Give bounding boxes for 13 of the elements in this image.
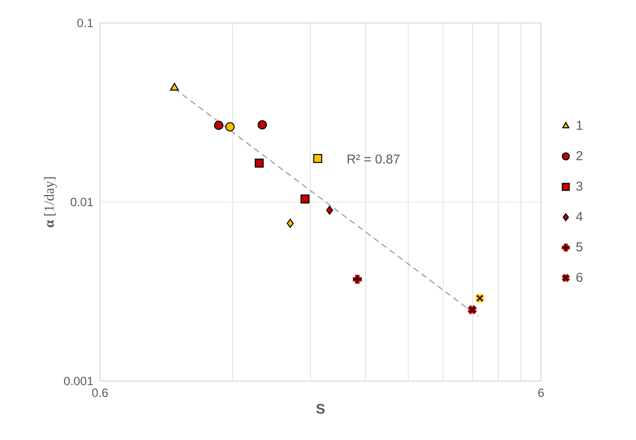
y-axis-title: α [1/day] <box>44 177 57 228</box>
annotation: R² = 0.87 <box>348 154 400 164</box>
legend-label: 6 <box>576 272 582 282</box>
x-tick-label: 0.6 <box>92 388 108 397</box>
legend-label: 4 <box>576 212 583 221</box>
legend-label: 3 <box>576 182 582 191</box>
legend-label: 5 <box>576 242 582 252</box>
legend-label: 1 <box>576 120 582 130</box>
legend-label: 2 <box>576 151 582 160</box>
x-axis-title: S <box>316 404 325 414</box>
y-tick-label: 0.001 <box>64 376 93 386</box>
y-tick-label: 0.1 <box>77 18 93 28</box>
y-tick-label: 0.01 <box>70 198 93 206</box>
